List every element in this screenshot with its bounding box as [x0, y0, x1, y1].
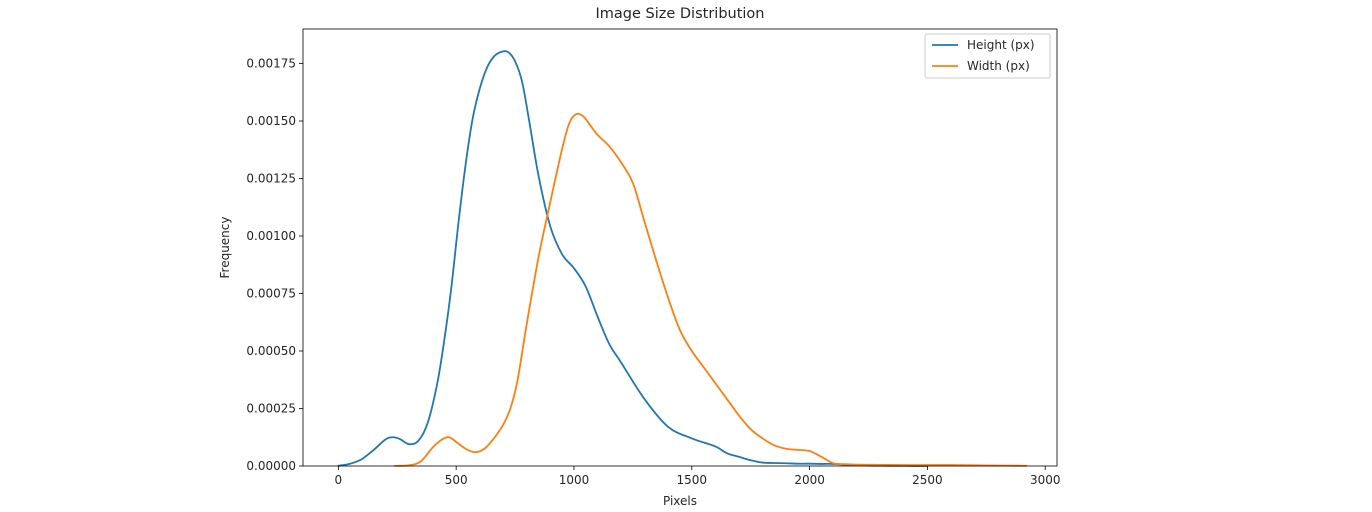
y-tick-label: 0.00000: [246, 459, 296, 473]
x-tick-label: 500: [445, 473, 468, 487]
x-axis-label: Pixels: [663, 494, 697, 508]
x-tick-label: 0: [335, 473, 343, 487]
y-axis: 0.00000 0.00025 0.00050 0.00075 0.00100 0.001…: [246, 57, 303, 473]
legend-label: Width (px): [967, 59, 1030, 73]
legend-label: Height (px): [967, 38, 1035, 52]
y-tick-label: 0.00025: [246, 402, 296, 416]
y-tick-label: 0.00050: [246, 344, 296, 358]
x-tick-label: 1000: [559, 473, 590, 487]
y-tick-label: 0.00100: [246, 229, 296, 243]
y-axis-label: Frequency: [218, 217, 232, 279]
plot-frame: [302, 28, 1058, 467]
y-tick-label: 0.00150: [246, 114, 296, 128]
x-tick-label: 3000: [1030, 473, 1061, 487]
x-tick-label: 2000: [794, 473, 825, 487]
series-line-width: [393, 112, 1028, 467]
chart-title: Image Size Distribution: [596, 6, 765, 22]
series-line-height: [337, 50, 929, 467]
legend: Height (px) Width (px): [924, 33, 1051, 79]
series-layer: [337, 50, 1028, 467]
x-tick-label: 2500: [912, 473, 943, 487]
y-tick-label: 0.00075: [246, 287, 296, 301]
y-tick-label: 0.00125: [246, 172, 296, 186]
x-tick-label: 1500: [677, 473, 708, 487]
y-tick-label: 0.00175: [246, 57, 296, 71]
x-axis: 0 500 1000 1500 2000 2500 3000: [335, 466, 1061, 487]
